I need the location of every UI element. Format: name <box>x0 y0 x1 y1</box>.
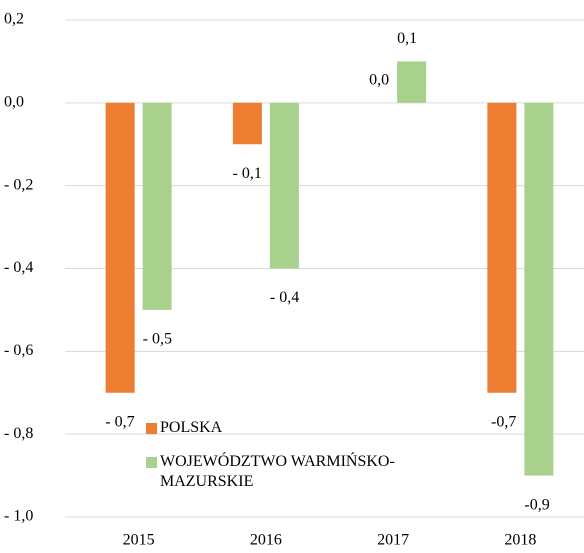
bar <box>487 102 517 393</box>
legend-label: WOJEWÓDZTWO WARMIŃSKO-MAZURSKIE <box>160 453 395 490</box>
x-tick-label: 2016 <box>250 532 282 549</box>
x-tick-label: 2017 <box>377 532 409 549</box>
y-tick-label: - 0,6 <box>4 342 33 359</box>
data-label: - 0,7 <box>105 413 134 430</box>
data-label: -0,9 <box>524 496 549 513</box>
y-tick-label: - 0,8 <box>4 425 33 442</box>
y-tick-label: - 1,0 <box>4 508 33 525</box>
data-label: - 0,5 <box>143 331 172 348</box>
legend-label: POLSKA <box>160 419 223 436</box>
legend-swatch <box>146 423 157 434</box>
legend-item: POLSKA <box>146 418 410 438</box>
y-tick-label: 0,2 <box>4 11 24 28</box>
y-tick-label: - 0,2 <box>4 176 33 193</box>
bar <box>105 102 135 393</box>
bar <box>142 102 172 310</box>
x-tick-label: 2018 <box>504 532 536 549</box>
data-label: 0,1 <box>397 30 417 47</box>
legend-swatch <box>146 457 157 468</box>
data-label: - 0,4 <box>270 289 299 306</box>
bar <box>232 102 262 145</box>
legend-item: WOJEWÓDZTWO WARMIŃSKO-MAZURSKIE <box>146 452 410 492</box>
data-label: -0,7 <box>491 413 516 430</box>
x-tick-label: 2015 <box>123 532 155 549</box>
data-label: 0,0 <box>369 72 389 89</box>
data-label: - 0,1 <box>233 165 262 182</box>
bar <box>524 102 554 476</box>
y-tick-label: 0,0 <box>4 94 24 111</box>
bar <box>397 61 427 103</box>
bar <box>269 102 299 269</box>
legend: POLSKA WOJEWÓDZTWO WARMIŃSKO-MAZURSKIE <box>146 418 410 506</box>
y-tick-label: - 0,4 <box>4 259 33 276</box>
